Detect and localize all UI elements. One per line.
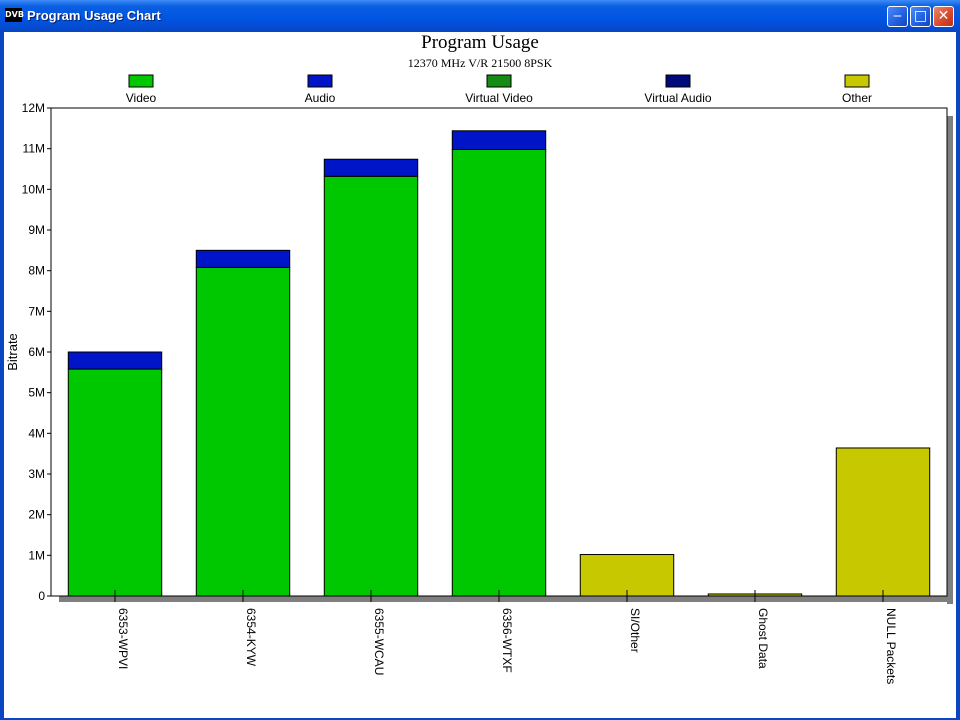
x-tick-label: NULL Packets: [884, 608, 898, 684]
y-tick-label: 2M: [28, 508, 45, 522]
minimize-button[interactable]: ‒: [887, 6, 908, 27]
y-tick-label: 5M: [28, 386, 45, 400]
bar-segment: [195, 249, 291, 268]
y-tick-label: 10M: [22, 182, 45, 196]
window-frame-right: [956, 32, 960, 720]
legend-swatch: [665, 74, 691, 88]
app-logo-icon: DVB: [5, 8, 24, 22]
x-tick-label: 6353-WPVI: [116, 608, 130, 669]
y-axis-label: Bitrate: [5, 333, 20, 371]
minimize-icon: ‒: [893, 8, 902, 24]
y-tick-label: 3M: [28, 467, 45, 481]
window-title-bar[interactable]: DVB Program Usage Chart ‒ □ ✕: [0, 0, 960, 32]
x-tick-label: 6354-KYW: [244, 608, 258, 667]
x-axis: 6353-WPVI 6354-KYW 6355-WCAU 6356-WTXF SI/Ot…: [114, 590, 898, 684]
plot-shadow: [59, 116, 953, 604]
legend-swatch: [128, 74, 154, 88]
legend-label: Virtual Video: [465, 91, 533, 105]
y-axis: 0 1M 2M 3M 4M 5M 6M 7M 8M 9M 10M 11M 12M: [22, 101, 51, 603]
close-button[interactable]: ✕: [933, 6, 954, 27]
bar-segment: [323, 158, 419, 177]
legend-swatch: [307, 74, 333, 88]
legend-label: Audio: [305, 91, 336, 105]
legend-label: Other: [842, 91, 872, 105]
bar-segment: [835, 447, 931, 597]
legend-swatch: [486, 74, 512, 88]
x-tick-label: 6356-WTXF: [500, 608, 514, 673]
bar-segment: [451, 130, 547, 150]
x-tick-label: 6355-WCAU: [372, 608, 386, 675]
y-tick-label: 4M: [28, 426, 45, 440]
x-tick-label: Ghost Data: [756, 608, 770, 669]
bar-segment: [451, 148, 547, 597]
maximize-button[interactable]: □: [910, 6, 931, 27]
y-tick-label: 6M: [28, 345, 45, 359]
maximize-icon: □: [913, 8, 928, 24]
bar-segment: [579, 554, 675, 597]
close-icon: ✕: [937, 8, 950, 24]
y-tick-label: 12M: [22, 101, 45, 115]
window-frame-left: [0, 32, 4, 720]
bar-segment: [67, 351, 163, 370]
plot-shadow-right: [947, 116, 953, 604]
chart-title: Program Usage: [421, 32, 539, 53]
bar-segment: [67, 368, 163, 597]
legend-swatch: [844, 74, 870, 88]
y-tick-label: 11M: [23, 142, 45, 156]
chart-subtitle: 12370 MHz V/R 21500 8PSK: [408, 56, 553, 70]
plot-shadow-bottom: [59, 596, 953, 602]
bar-segment: [323, 175, 419, 597]
legend: Video Audio Virtual Video Virtual Audio Othe…: [126, 74, 872, 105]
bars: [67, 130, 931, 597]
window-frame-bottom: [0, 718, 960, 720]
legend-label: Video: [126, 91, 157, 105]
y-tick-label: 0: [38, 589, 45, 603]
legend-label: Virtual Audio: [644, 91, 711, 105]
y-tick-label: 7M: [28, 304, 45, 318]
y-tick-label: 9M: [28, 223, 45, 237]
window-title: Program Usage Chart: [27, 8, 161, 23]
x-tick-label: SI/Other: [628, 608, 642, 653]
bar-segment: [195, 266, 291, 597]
y-tick-label: 8M: [28, 264, 45, 278]
y-tick-label: 1M: [28, 548, 45, 562]
